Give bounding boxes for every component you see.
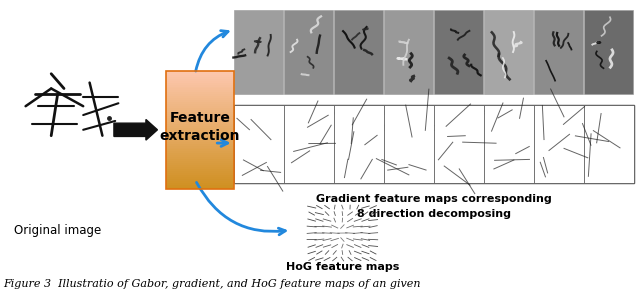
Text: Figure 3  Illustratio of Gabor, gradient, and HoG feature maps of an given: Figure 3 Illustratio of Gabor, gradient,… — [3, 279, 420, 289]
Bar — [166, 157, 234, 159]
Bar — [166, 181, 234, 183]
Bar — [166, 128, 234, 130]
Bar — [166, 138, 234, 140]
Bar — [166, 187, 234, 189]
Bar — [166, 83, 234, 85]
Bar — [166, 171, 234, 173]
Bar — [166, 126, 234, 128]
Text: Gabor feature maps corresponding: Gabor feature maps corresponding — [324, 107, 543, 117]
Bar — [166, 132, 234, 134]
Bar — [166, 150, 234, 151]
Bar — [166, 120, 234, 122]
Bar — [166, 173, 234, 175]
Bar — [166, 79, 234, 81]
Bar — [166, 94, 234, 96]
Bar — [166, 183, 234, 185]
Bar — [166, 116, 234, 118]
Bar — [166, 106, 234, 108]
Bar — [166, 163, 234, 165]
Bar — [333, 10, 383, 94]
Bar — [284, 10, 333, 94]
Bar — [166, 75, 234, 77]
Bar — [166, 110, 234, 112]
Text: Feature
extraction: Feature extraction — [160, 111, 240, 143]
Bar — [166, 134, 234, 136]
Bar — [166, 86, 234, 88]
Bar — [166, 96, 234, 98]
Text: HoG feature maps: HoG feature maps — [285, 262, 399, 272]
Bar — [166, 153, 234, 155]
Bar — [534, 105, 584, 183]
Bar — [166, 142, 234, 144]
Bar — [166, 104, 234, 106]
Bar — [166, 98, 234, 100]
Bar — [166, 124, 234, 126]
Bar — [166, 100, 234, 102]
Bar — [166, 122, 234, 124]
Text: Original image: Original image — [14, 224, 101, 237]
Bar — [383, 105, 434, 183]
Bar — [166, 140, 234, 142]
Bar — [166, 136, 234, 138]
Bar — [166, 145, 234, 148]
Bar — [166, 112, 234, 114]
Bar — [584, 105, 634, 183]
Bar — [166, 130, 234, 132]
Bar — [166, 165, 234, 167]
Bar — [284, 105, 333, 183]
Bar — [234, 10, 283, 94]
Bar — [584, 10, 633, 94]
Bar — [166, 108, 234, 110]
Bar — [534, 10, 583, 94]
Bar — [234, 105, 284, 183]
Bar — [166, 185, 234, 187]
Bar — [333, 105, 383, 183]
Bar — [166, 169, 234, 171]
Bar — [166, 167, 234, 169]
Text: 8 different orientations: 8 different orientations — [360, 123, 507, 133]
Bar — [166, 77, 234, 79]
Bar — [166, 92, 234, 94]
Bar — [166, 161, 234, 163]
Bar — [166, 159, 234, 161]
Bar — [166, 118, 234, 120]
Bar — [434, 105, 484, 183]
Bar — [166, 88, 234, 91]
Bar — [166, 177, 234, 179]
Bar — [166, 102, 234, 104]
Bar — [166, 71, 234, 189]
Bar — [166, 73, 234, 75]
Bar — [166, 114, 234, 116]
Bar — [166, 179, 234, 181]
Text: Gradient feature maps corresponding: Gradient feature maps corresponding — [316, 194, 552, 204]
Bar — [166, 81, 234, 83]
Bar — [166, 151, 234, 153]
Bar — [166, 175, 234, 177]
Bar — [484, 10, 533, 94]
Bar — [166, 144, 234, 145]
Bar — [484, 105, 534, 183]
Bar — [166, 155, 234, 157]
Bar — [434, 10, 483, 94]
FancyArrow shape — [114, 119, 157, 140]
Bar — [383, 10, 433, 94]
Bar — [166, 71, 234, 73]
Bar — [166, 85, 234, 86]
Text: 8 direction decomposing: 8 direction decomposing — [356, 209, 511, 219]
Bar — [234, 105, 634, 183]
Bar — [166, 148, 234, 150]
Bar — [166, 91, 234, 92]
